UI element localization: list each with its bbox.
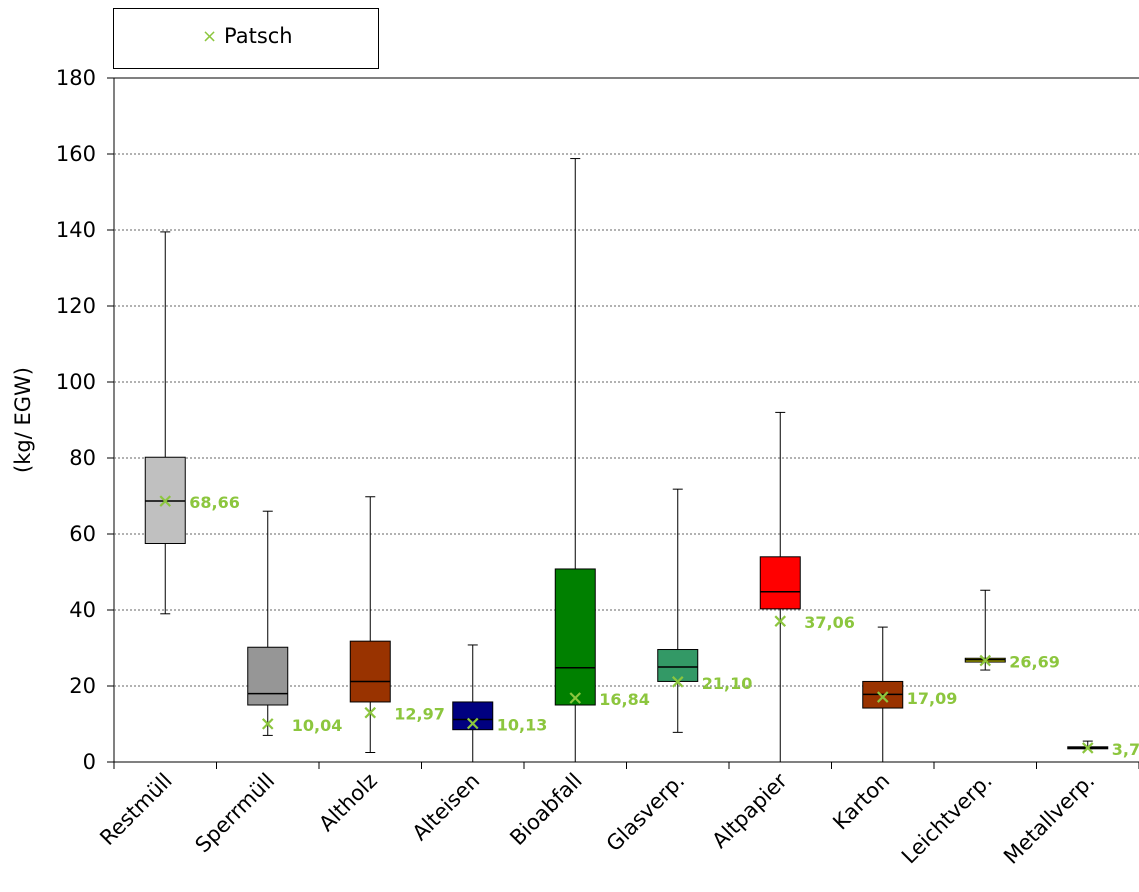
data-label: 12,97 [394, 705, 445, 724]
y-tick-label: 80 [69, 446, 96, 470]
box-3 [349, 496, 391, 753]
patsch-point-8: 17,09 [876, 689, 958, 708]
x-tick-label: Bioabfall [505, 769, 586, 850]
grid-lines [113, 77, 1139, 763]
box-body [657, 649, 699, 682]
y-tick-label: 120 [56, 294, 96, 318]
y-tick-label: 40 [69, 598, 96, 622]
patsch-point-2: 10,04 [261, 716, 343, 735]
data-label: 17,09 [907, 689, 958, 708]
patsch-point-9: 26,69 [979, 653, 1060, 672]
x-axis-ticks: Restmüll Sperrmüll Altholz Alteisen Bioabfal… [95, 762, 1139, 869]
x-tick-label: Leichtverp. [897, 769, 997, 869]
patsch-point-6: 21,10 [671, 674, 753, 693]
data-label: 10,04 [292, 716, 343, 735]
data-label: 37,06 [804, 613, 855, 632]
y-tick-label: 60 [69, 522, 96, 546]
x-marker [466, 717, 479, 730]
legend-label: Patsch [224, 24, 293, 48]
data-label: 10,13 [497, 716, 548, 735]
box-body [247, 646, 289, 706]
x-marker [671, 676, 684, 688]
x-marker [159, 495, 172, 507]
patsch-point-1: 68,66 [159, 493, 240, 512]
data-label: 26,69 [1009, 653, 1060, 672]
x-marker [569, 692, 582, 704]
data-label: 21,10 [702, 674, 753, 693]
y-axis-ticks: 0 20 40 60 80 100 120 140 160 180 [56, 66, 114, 774]
legend-x-marker-icon: × [202, 26, 218, 47]
x-marker [774, 615, 787, 627]
box-4 [452, 644, 494, 763]
x-tick-label: Sperrmüll [191, 769, 280, 858]
x-tick-label: Glasverp. [602, 769, 690, 857]
box-9 [964, 589, 1006, 671]
box-body [554, 568, 596, 706]
box-body [452, 701, 494, 731]
x-marker [979, 654, 992, 667]
data-label: 68,66 [189, 493, 240, 512]
box-body [349, 640, 391, 703]
patsch-point-5: 16,84 [569, 690, 650, 709]
y-axis-label: (kg/ EGW) [11, 367, 35, 473]
y-tick-label: 140 [56, 218, 96, 242]
box-8 [862, 626, 904, 763]
data-label: 3,70 [1112, 740, 1139, 759]
box-6 [657, 488, 699, 733]
patsch-point-4: 10,13 [466, 716, 548, 735]
x-tick-label: Metallverp. [999, 769, 1099, 869]
data-label: 16,84 [599, 690, 650, 709]
box-5 [554, 158, 596, 763]
x-tick-label: Altpapier [707, 768, 792, 853]
x-marker [364, 706, 377, 719]
x-tick-label: Altholz [314, 769, 381, 836]
box-1 [144, 231, 186, 615]
boxes [144, 158, 1109, 763]
x-tick-label: Alteisen [408, 769, 485, 846]
y-tick-label: 20 [69, 674, 96, 698]
y-tick-label: 0 [83, 750, 96, 774]
patsch-point-3: 12,97 [364, 705, 445, 724]
x-tick-label: Karton [828, 769, 894, 835]
legend: × Patsch [113, 8, 379, 69]
x-tick-label: Restmüll [95, 769, 176, 850]
box-body [759, 556, 801, 610]
box-7 [759, 411, 801, 763]
y-tick-label: 180 [56, 66, 96, 90]
x-marker [1081, 742, 1094, 754]
x-marker [876, 691, 889, 703]
y-tick-label: 100 [56, 370, 96, 394]
patsch-markers: 68,66 10,04 12,97 10,13 16,84 21,10 37,06 17,09… [159, 493, 1139, 759]
patsch-point-7: 37,06 [774, 613, 855, 632]
box-2 [247, 510, 289, 736]
y-tick-label: 160 [56, 142, 96, 166]
patsch-point-10: 3,70 [1081, 740, 1139, 759]
x-marker [261, 718, 274, 730]
